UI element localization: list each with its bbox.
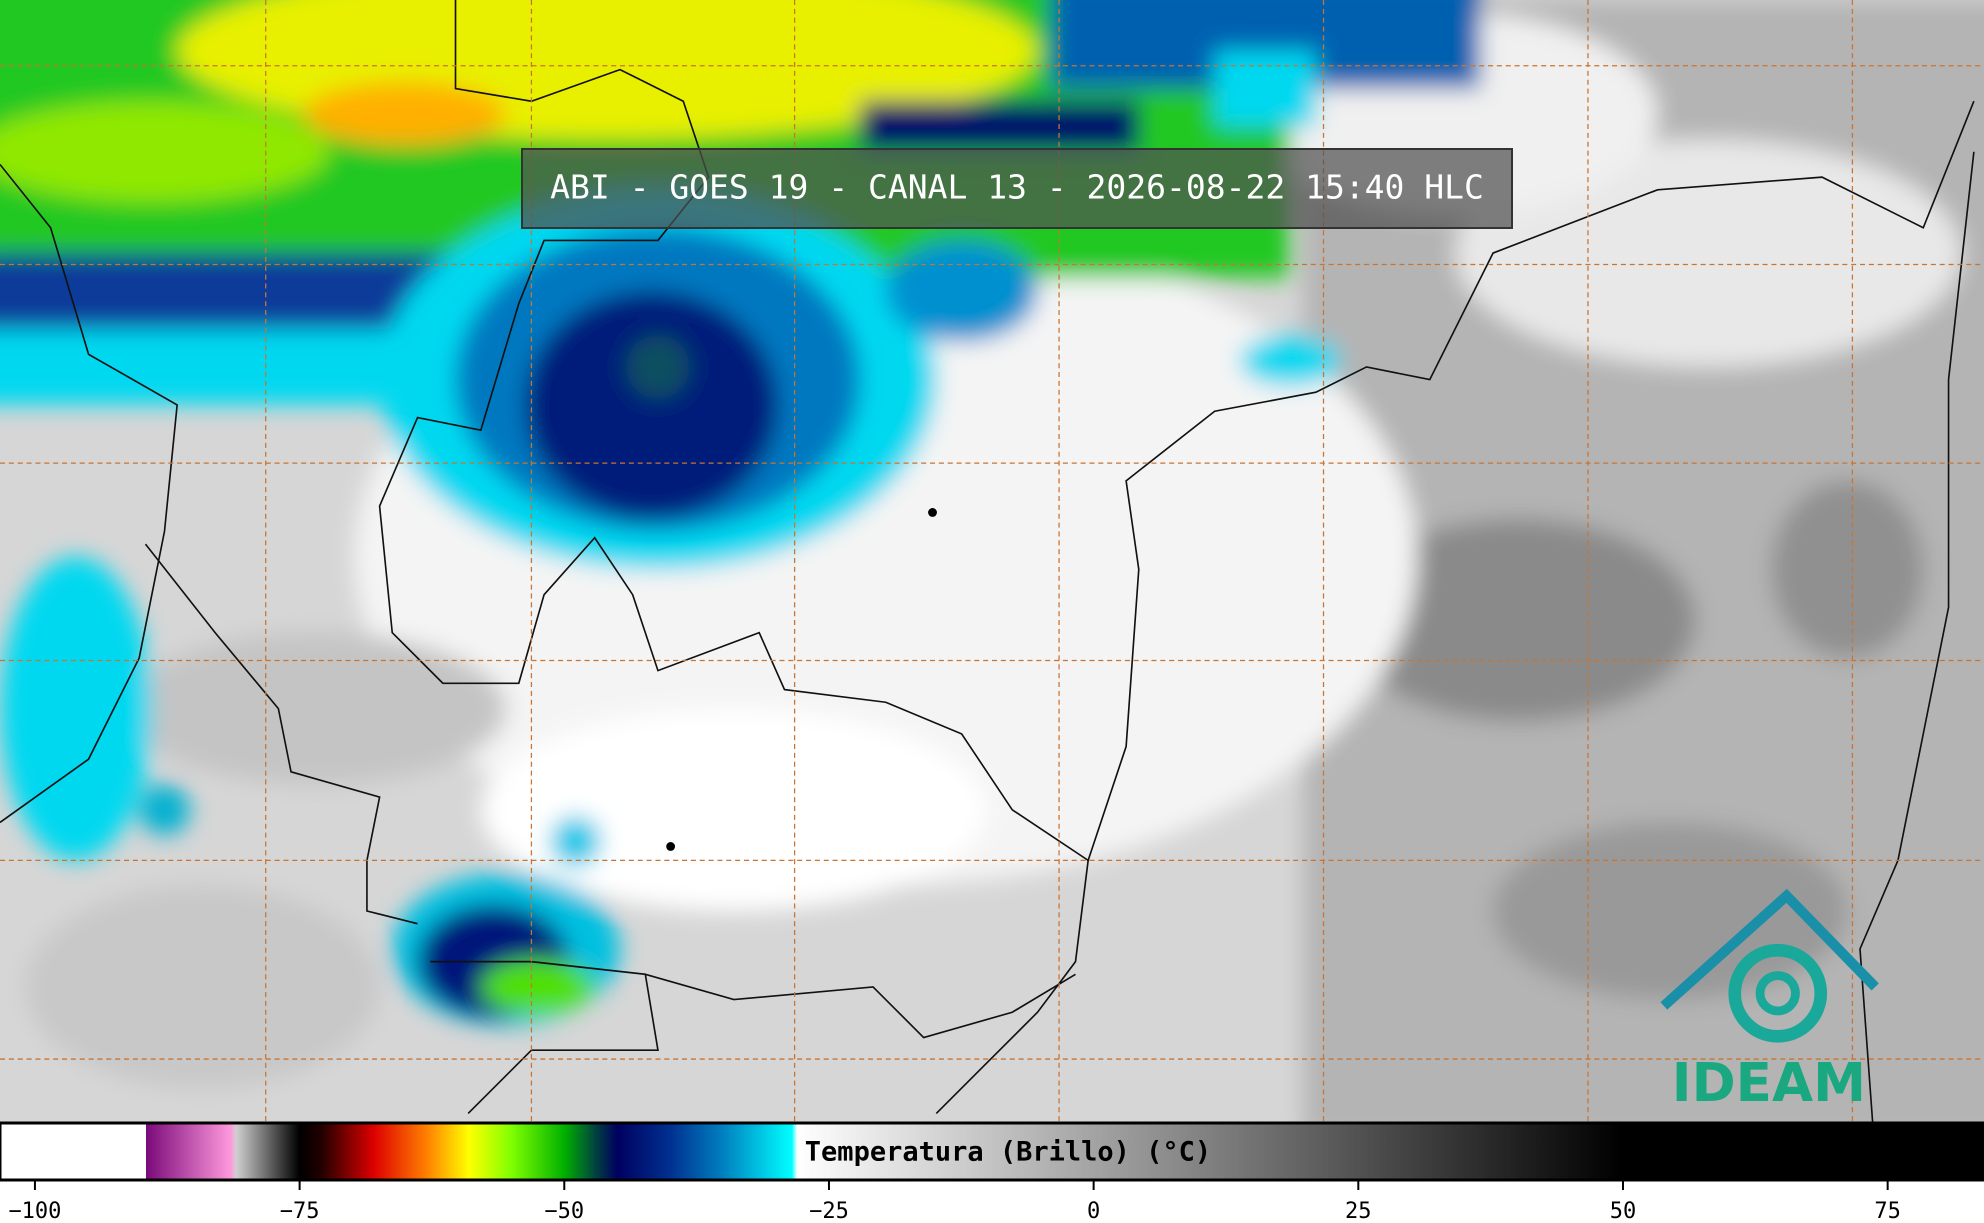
colorbar-label: Temperatura (Brillo) (°C) <box>805 1137 1211 1168</box>
colorbar <box>0 1121 1984 1182</box>
logo: IDEAM <box>1660 888 1879 1114</box>
logo-text: IDEAM <box>1672 1052 1866 1114</box>
colorbar-ticks: −100 −75 −50 −25 0 25 50 75 <box>8 1180 1901 1223</box>
tick-label: 50 <box>1610 1199 1637 1223</box>
tick-label: 0 <box>1087 1199 1100 1223</box>
tick-label: 25 <box>1345 1199 1372 1223</box>
city-dot <box>928 508 937 517</box>
tick-label: −25 <box>809 1199 849 1223</box>
tick-label: 75 <box>1874 1199 1901 1223</box>
tick-label: −50 <box>544 1199 584 1223</box>
city-dot <box>666 842 676 851</box>
tick-label: −75 <box>280 1199 320 1223</box>
title-box <box>521 148 1513 229</box>
title: ABI - GOES 19 - CANAL 13 - 2026-08-22 15… <box>550 168 1484 207</box>
tick-label: −100 <box>8 1199 61 1223</box>
map: IDEAM <box>0 0 1984 1123</box>
boundaries <box>0 0 1975 1123</box>
